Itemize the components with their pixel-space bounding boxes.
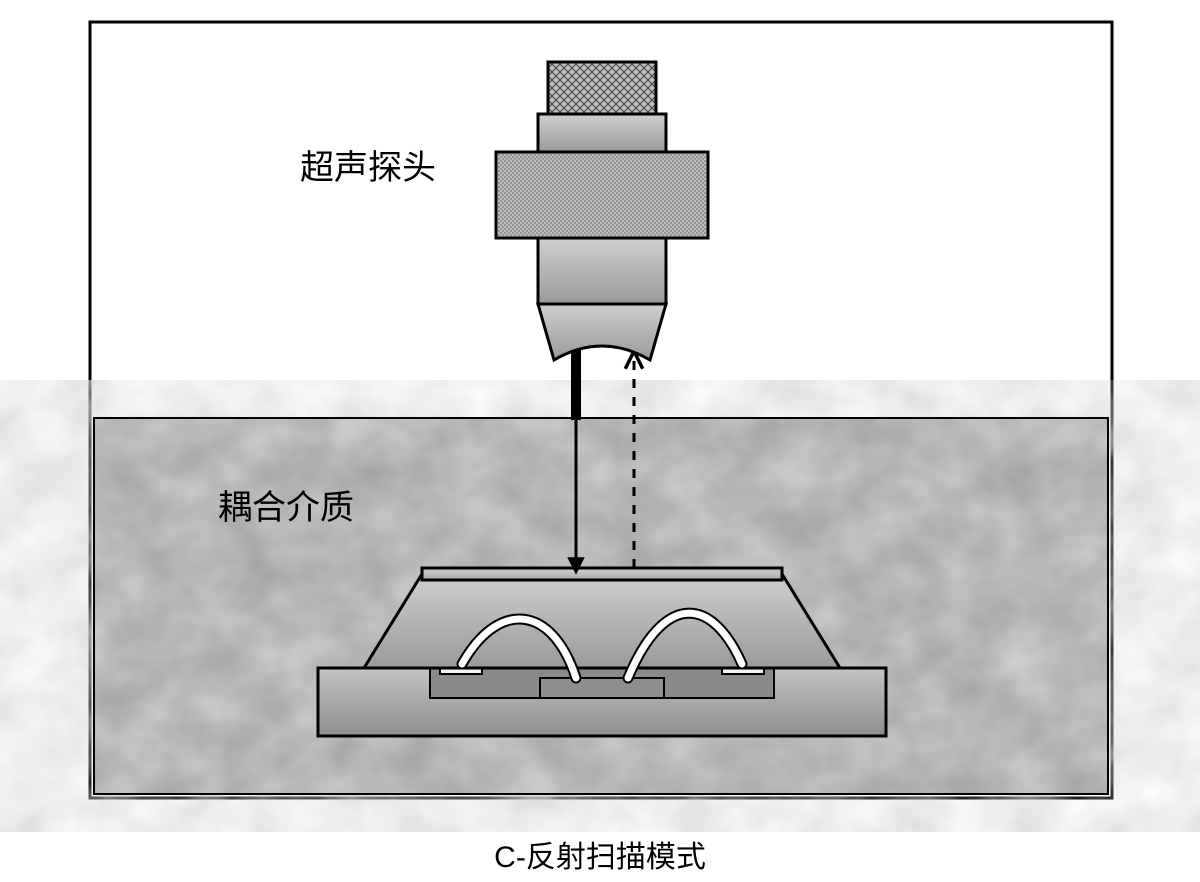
label-coupling: 耦合介质	[218, 480, 354, 529]
probe-body	[496, 152, 708, 238]
probe-neck	[538, 114, 666, 152]
die	[540, 678, 664, 698]
label-probe: 超声探头	[300, 140, 436, 189]
diagram-svg	[0, 0, 1200, 882]
probe-tip	[548, 62, 656, 114]
probe-collar	[538, 238, 666, 304]
mold-cap-top	[422, 568, 782, 580]
mold-cap	[364, 574, 840, 668]
diagram-stage: 超声探头 耦合介质 C-反射扫描模式	[0, 0, 1200, 882]
figure-caption: C-反射扫描模式	[0, 832, 1200, 876]
